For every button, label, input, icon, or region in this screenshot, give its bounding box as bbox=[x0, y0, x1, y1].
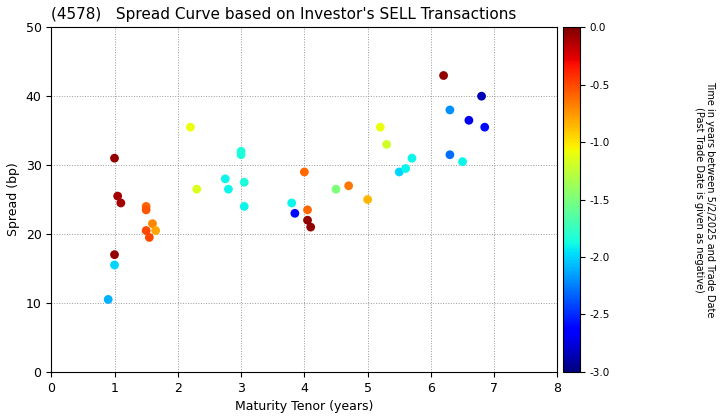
Point bbox=[299, 168, 310, 175]
Point bbox=[406, 155, 418, 162]
Point bbox=[112, 193, 123, 199]
Point bbox=[191, 186, 202, 192]
Point bbox=[109, 251, 120, 258]
Point bbox=[238, 179, 250, 186]
Point bbox=[235, 151, 247, 158]
Point bbox=[305, 224, 317, 231]
Point bbox=[302, 217, 313, 223]
Point bbox=[400, 165, 411, 172]
Point bbox=[463, 117, 474, 123]
Point bbox=[286, 200, 297, 206]
Point bbox=[444, 151, 456, 158]
Point bbox=[394, 168, 405, 175]
Point bbox=[362, 196, 374, 203]
Point bbox=[140, 207, 152, 213]
Point bbox=[185, 124, 197, 131]
Point bbox=[238, 203, 250, 210]
Point bbox=[444, 107, 456, 113]
Point bbox=[476, 93, 487, 100]
Point bbox=[220, 176, 231, 182]
Text: (4578)   Spread Curve based on Investor's SELL Transactions: (4578) Spread Curve based on Investor's … bbox=[51, 7, 516, 22]
Point bbox=[381, 141, 392, 148]
Point bbox=[235, 148, 247, 155]
Point bbox=[102, 296, 114, 303]
Point bbox=[140, 203, 152, 210]
Point bbox=[479, 124, 490, 131]
Point bbox=[140, 227, 152, 234]
Point bbox=[109, 155, 120, 162]
Point bbox=[150, 227, 161, 234]
Point bbox=[302, 207, 313, 213]
Point bbox=[143, 234, 155, 241]
Point bbox=[456, 158, 468, 165]
Point bbox=[147, 220, 158, 227]
Point bbox=[109, 262, 120, 268]
Point bbox=[330, 186, 342, 192]
Point bbox=[438, 72, 449, 79]
X-axis label: Maturity Tenor (years): Maturity Tenor (years) bbox=[235, 400, 374, 413]
Y-axis label: Spread (bp): Spread (bp) bbox=[7, 163, 20, 236]
Point bbox=[374, 124, 386, 131]
Point bbox=[115, 200, 127, 206]
Point bbox=[222, 186, 234, 192]
Point bbox=[289, 210, 301, 217]
Point bbox=[343, 182, 354, 189]
Y-axis label: Time in years between 5/2/2025 and Trade Date
(Past Trade Date is given as negat: Time in years between 5/2/2025 and Trade… bbox=[693, 81, 715, 318]
